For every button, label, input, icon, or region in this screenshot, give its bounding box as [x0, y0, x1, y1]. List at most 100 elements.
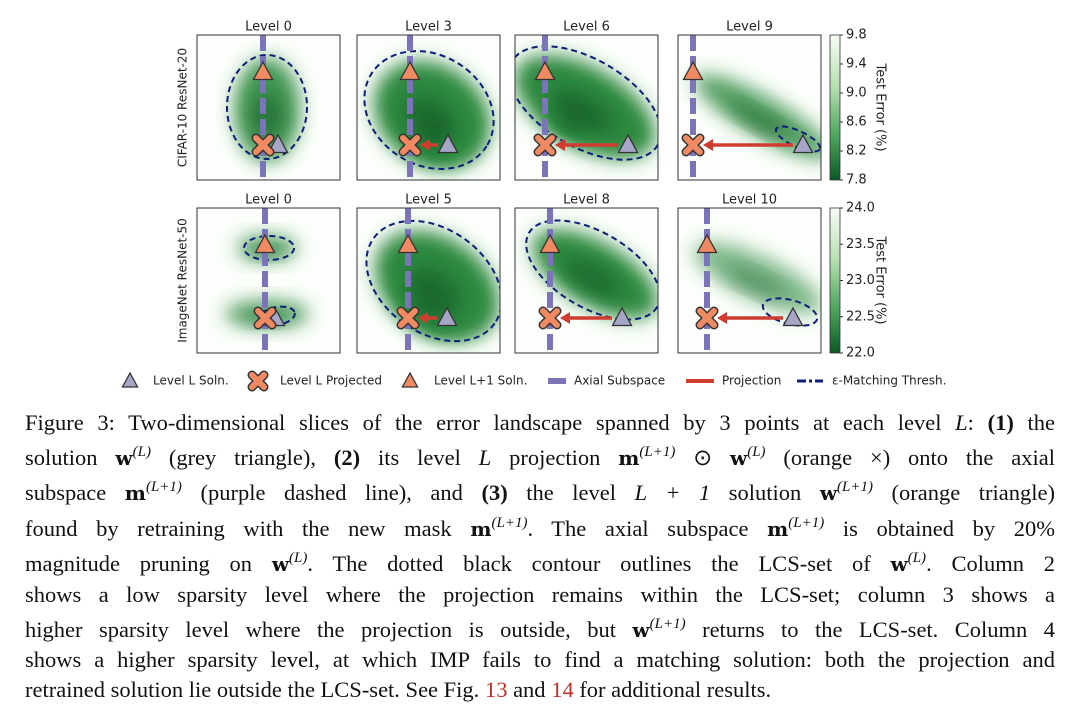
caption-line: retrained solution lie outside the LCS-s… [25, 675, 1055, 704]
caption-text: (2) [333, 444, 361, 470]
legend-level-l1-solution [401, 371, 419, 388]
caption-line: shows a low sparsity level where the pro… [25, 580, 1055, 610]
caption-text: returns to the LCS-set. Column 4 [685, 616, 1055, 642]
caption-text: . The axial subspace [527, 515, 768, 541]
caption-text: found by retraining with the new mask [25, 515, 471, 541]
heatmap [515, 35, 658, 180]
error-core [413, 293, 446, 321]
caption-line: Figure 3: Two-dimensional slices of the … [25, 408, 1055, 438]
projected-marker [540, 308, 560, 328]
caption: Figure 3: Two-dimensional slices of the … [25, 408, 1055, 704]
panel-title: Level 0 [245, 20, 292, 35]
panel-title: Level 0 [245, 193, 292, 208]
caption-text: w [632, 617, 650, 642]
caption-text: (L+1) [491, 514, 528, 531]
matching-contour [243, 235, 295, 261]
caption-text: solution [25, 444, 116, 470]
level-l-solution [436, 306, 458, 327]
projected-marker [255, 308, 275, 328]
heatmap [678, 208, 821, 353]
panel-frame [514, 207, 659, 354]
panel-title: Level 3 [405, 20, 452, 35]
caption-text: L [478, 444, 492, 470]
caption-line: shows a higher sparsity level, at which … [25, 645, 1055, 675]
caption-text: . The dotted black contour outlines the … [307, 551, 891, 577]
colorbar-tick-label: 22.5 [846, 309, 875, 324]
legend-label: Level L Projected [280, 374, 382, 388]
figure-reference[interactable]: 14 [551, 676, 574, 702]
panel-bg [197, 208, 340, 353]
projected-marker [249, 372, 267, 390]
legend-level-l-solution [121, 371, 139, 388]
caption-text: projection [491, 444, 619, 470]
caption-text: the [1013, 410, 1056, 435]
caption-text: magnitude pruning on [25, 551, 272, 577]
error-core [551, 88, 614, 134]
colorbar-tick-label: 24.0 [846, 201, 875, 216]
panel-frame [196, 34, 341, 181]
panel-title: Level 5 [405, 193, 452, 208]
caption-text: (L) [907, 550, 927, 567]
caption-text: (orange ×) onto the axial [765, 444, 1056, 470]
colorbar-label: Test Error (%) [873, 62, 888, 151]
panel-frame [677, 207, 822, 354]
caption-text: (purple dashed line), and [181, 480, 482, 506]
level-l1-solution [399, 60, 421, 81]
projection-arrowhead [717, 312, 727, 324]
error-core [727, 267, 785, 299]
caption-text: w [729, 445, 748, 470]
caption-text: w [271, 552, 290, 577]
panel-title: Level 9 [726, 20, 773, 35]
legend-label: Level L+1 Soln. [434, 374, 527, 388]
colorbar-tick-label: 22.0 [846, 346, 875, 361]
projected-marker [398, 308, 418, 328]
projection-arrowhead [420, 139, 430, 151]
heatmap [197, 35, 340, 180]
caption-text: (L+1) [639, 443, 676, 460]
caption-text: (L+1) [788, 514, 825, 531]
level-l-solution [617, 133, 639, 154]
caption-text: . Column 2 [926, 551, 1056, 577]
caption-text: m [618, 445, 640, 470]
caption-text: is obtained by 20% [824, 515, 1055, 541]
caption-text: (L) [289, 550, 308, 567]
matching-contour [226, 54, 308, 160]
error-core [252, 94, 282, 136]
panel-title: Level 8 [563, 193, 610, 208]
projection-arrowhead [703, 139, 713, 151]
caption-text: higher sparsity level where the projecti… [25, 616, 633, 642]
panel-title: Level 6 [563, 20, 610, 35]
error-core [419, 120, 449, 148]
caption-text: retrained solution lie outside the LCS-s… [25, 676, 485, 702]
level-l-solution [267, 133, 289, 154]
colorbar [829, 207, 841, 354]
heatmap [357, 208, 500, 353]
caption-text: for additional results. [573, 676, 772, 702]
colorbar-tick-label: 9.8 [846, 28, 867, 43]
projection-arrowhead [555, 139, 565, 151]
caption-text: the level [507, 480, 635, 506]
heatmap [197, 208, 340, 353]
level-l1-solution [397, 233, 419, 254]
projected-marker [535, 135, 555, 155]
colorbar-tick-label: 8.2 [846, 144, 867, 159]
caption-text: (grey triangle), [150, 444, 334, 470]
figure-reference[interactable]: 13 [484, 676, 508, 702]
caption-text: Figure 3: Two-dimensional slices of the … [25, 410, 956, 435]
caption-line: solution w(L) (grey triangle), (2) its l… [25, 438, 1055, 474]
colorbar-tick-label: 8.6 [846, 115, 867, 130]
level-l1-solution [254, 233, 276, 254]
heatmap [357, 35, 500, 180]
projected-marker [697, 308, 717, 328]
caption-text: solution [710, 480, 820, 506]
caption-text: (L) [747, 443, 766, 460]
caption-text: : [967, 410, 988, 435]
level-l1-solution [539, 233, 561, 254]
legend-label: ε-Matching Thresh. [832, 374, 946, 388]
panel-frame [196, 207, 341, 354]
caption-text: m [767, 516, 789, 541]
caption-text: L + 1 [634, 480, 711, 506]
caption-text: w [819, 481, 838, 506]
error-core [559, 108, 586, 131]
